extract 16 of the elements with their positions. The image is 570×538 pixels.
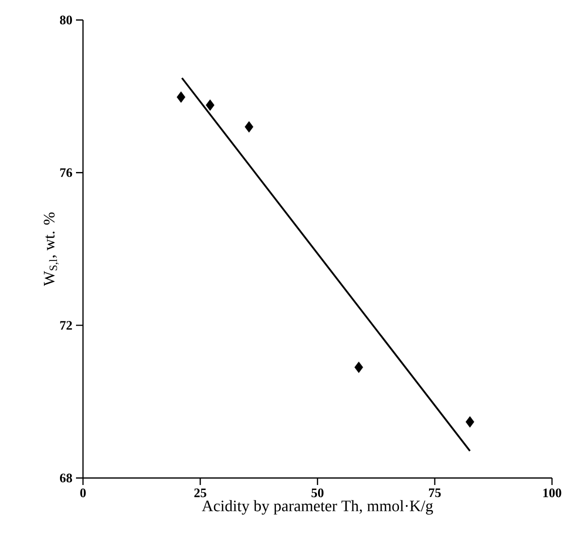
point — [206, 99, 214, 111]
point — [354, 362, 364, 373]
y-tick-label: 68 — [60, 474, 72, 482]
y-tick-label: 80 — [60, 16, 72, 24]
y-tick-label: 76 — [60, 168, 72, 178]
x-tick-label: 100 — [543, 488, 562, 498]
x-tick-label: 75 — [429, 488, 441, 498]
point — [244, 121, 254, 133]
y-tick-label: 72 — [60, 321, 72, 330]
x-axis-title: Acidity by parameter Th, mmol·K/g — [202, 500, 433, 515]
x-tick-label: 0 — [80, 488, 86, 498]
x-tick-label: 50 — [312, 488, 324, 498]
point — [466, 416, 474, 428]
point — [176, 91, 186, 103]
y-axis-title: W$_{S,l}$, wt. % — [44, 212, 59, 286]
x-tick-label: 25 — [194, 488, 206, 498]
